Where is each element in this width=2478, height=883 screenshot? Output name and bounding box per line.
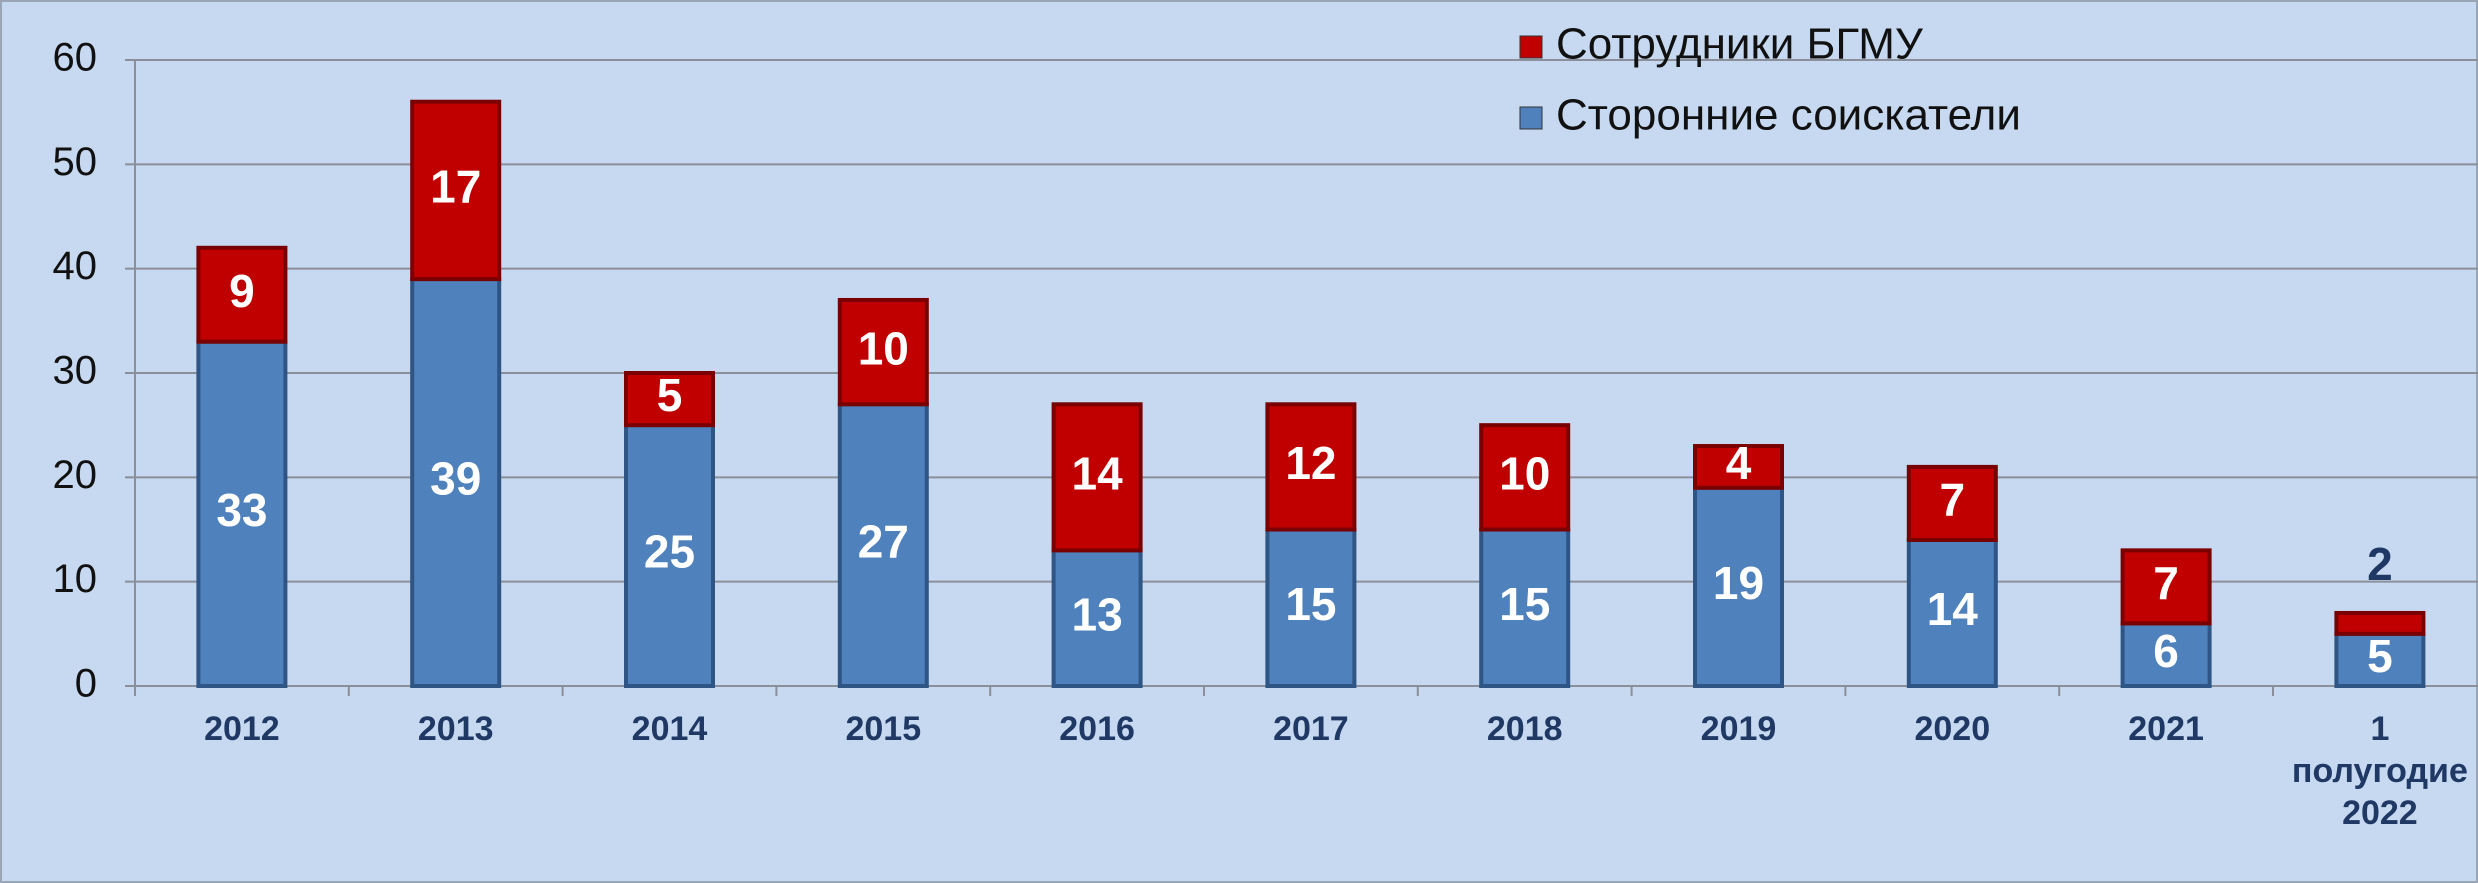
- bar-segment: [1265, 527, 1357, 688]
- bar-segment: [410, 99, 502, 282]
- y-tick-label: 20: [53, 453, 98, 497]
- y-tick-label: 60: [53, 36, 98, 80]
- data-label: 27: [858, 515, 909, 567]
- bar-segment: [1051, 548, 1143, 688]
- y-tick-label: 50: [53, 140, 98, 184]
- data-label: 13: [1072, 588, 1123, 640]
- data-label: 39: [430, 453, 481, 505]
- x-tick-label: 2021: [2128, 710, 2204, 748]
- data-label: 33: [216, 484, 267, 536]
- x-tick-label: 2013: [418, 710, 494, 748]
- bar-segment: [196, 245, 288, 344]
- data-label: 4: [1726, 437, 1752, 489]
- legend-swatch: [1519, 35, 1543, 59]
- bar-segment: [2334, 610, 2426, 636]
- x-tick-label: 2015: [845, 710, 921, 748]
- bar-segment: [2120, 548, 2212, 626]
- bar-segment: [1265, 402, 1357, 532]
- y-tick-label: 0: [75, 662, 97, 706]
- data-label: 14: [1072, 447, 1124, 499]
- data-label: 5: [657, 369, 683, 421]
- data-label: 17: [430, 161, 481, 213]
- y-tick-label: 40: [53, 244, 98, 288]
- data-label: 7: [2153, 557, 2179, 609]
- x-tick-label: 2019: [1701, 710, 1777, 748]
- x-tick-label-line: полугодие: [2292, 752, 2468, 790]
- x-tick-label: 2014: [632, 710, 708, 748]
- bar-segment: [410, 277, 502, 688]
- x-tick-label: 2017: [1273, 710, 1349, 748]
- bar-segment: [837, 402, 929, 688]
- y-tick-label: 30: [53, 349, 98, 393]
- data-label: 7: [1940, 474, 1966, 526]
- data-label: 25: [644, 526, 695, 578]
- bar-segment: [1693, 485, 1784, 688]
- x-tick-label: 2016: [1059, 710, 1135, 748]
- bar-segment: [837, 297, 929, 407]
- x-tick-label-line: 2022: [2342, 794, 2418, 832]
- bar-segment: [1906, 537, 1998, 689]
- data-label: 14: [1927, 583, 1979, 635]
- y-tick-label: 10: [53, 557, 98, 601]
- bar-segment: [196, 339, 288, 688]
- bar-segment: [1906, 464, 1998, 542]
- bar-segment: [2334, 631, 2426, 688]
- data-label: 10: [858, 322, 909, 374]
- data-label: 15: [1499, 578, 1550, 630]
- data-label: 2: [2367, 538, 2393, 590]
- bar-segment: [1693, 444, 1784, 490]
- legend-swatch: [1519, 106, 1543, 130]
- bar-segment: [1051, 402, 1143, 553]
- data-label: 6: [2153, 625, 2179, 677]
- x-tick-label: 2020: [1914, 710, 1990, 748]
- data-label: 10: [1499, 447, 1550, 499]
- legend-label: Сторонние соискатели: [1556, 91, 2021, 140]
- x-tick-label: 2018: [1487, 710, 1563, 748]
- data-label: 5: [2367, 630, 2393, 682]
- data-label: 15: [1285, 578, 1336, 630]
- x-tick-label: 1 полугодие 2022: [2292, 710, 2468, 832]
- x-tick-label: 2012: [204, 710, 280, 748]
- data-label: 19: [1713, 557, 1764, 609]
- data-label: 12: [1285, 437, 1336, 489]
- x-tick-label-line: 1: [2370, 710, 2389, 748]
- bar-segment: [1479, 423, 1571, 532]
- data-label: 9: [229, 265, 255, 317]
- legend-label: Сотрудники БГМУ: [1556, 20, 1924, 69]
- bar-segment: [624, 371, 715, 428]
- bar-segment: [1479, 527, 1571, 688]
- bar-segment: [624, 423, 715, 688]
